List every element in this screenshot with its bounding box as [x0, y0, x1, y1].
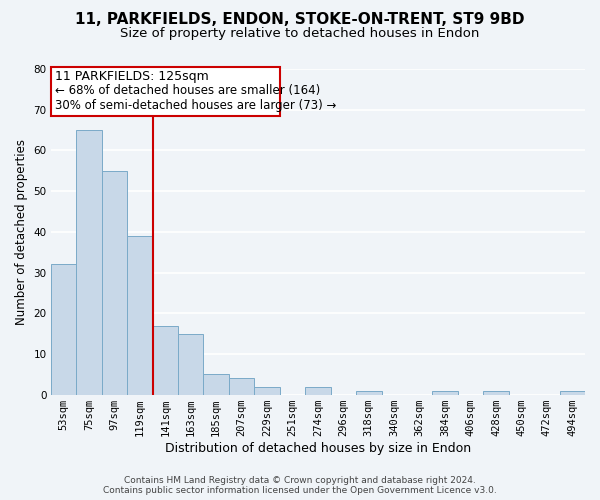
Bar	[483, 390, 509, 395]
Bar	[433, 390, 458, 395]
Bar	[178, 334, 203, 395]
Text: 11 PARKFIELDS: 125sqm: 11 PARKFIELDS: 125sqm	[55, 70, 208, 83]
Bar	[152, 326, 178, 395]
Bar	[560, 390, 585, 395]
Text: ← 68% of detached houses are smaller (164): ← 68% of detached houses are smaller (16…	[55, 84, 320, 97]
Bar	[254, 386, 280, 395]
Bar	[203, 374, 229, 395]
Text: Contains HM Land Registry data © Crown copyright and database right 2024.: Contains HM Land Registry data © Crown c…	[124, 476, 476, 485]
Bar	[229, 378, 254, 395]
Text: Size of property relative to detached houses in Endon: Size of property relative to detached ho…	[121, 28, 479, 40]
Y-axis label: Number of detached properties: Number of detached properties	[15, 139, 28, 325]
Bar	[102, 171, 127, 395]
Bar	[356, 390, 382, 395]
X-axis label: Distribution of detached houses by size in Endon: Distribution of detached houses by size …	[165, 442, 471, 455]
Bar	[51, 67, 280, 116]
Text: 30% of semi-detached houses are larger (73) →: 30% of semi-detached houses are larger (…	[55, 98, 336, 112]
Text: 11, PARKFIELDS, ENDON, STOKE-ON-TRENT, ST9 9BD: 11, PARKFIELDS, ENDON, STOKE-ON-TRENT, S…	[75, 12, 525, 28]
Bar	[51, 264, 76, 395]
Text: Contains public sector information licensed under the Open Government Licence v3: Contains public sector information licen…	[103, 486, 497, 495]
Bar	[305, 386, 331, 395]
Bar	[127, 236, 152, 395]
Bar	[76, 130, 102, 395]
